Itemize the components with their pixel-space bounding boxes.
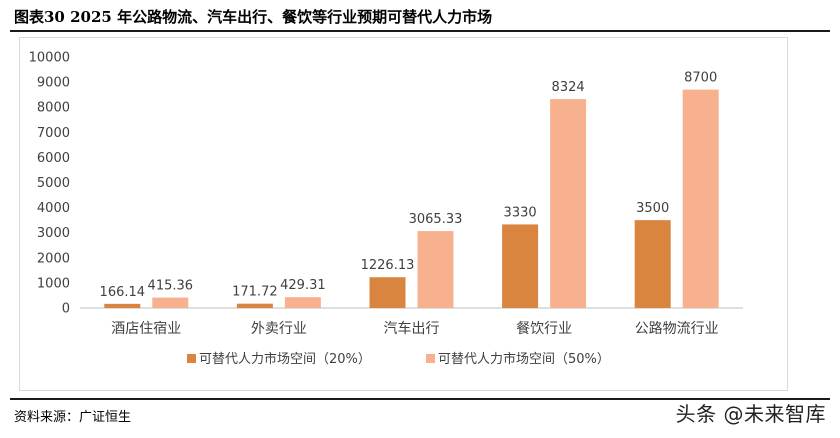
y-tick-label: 0 (62, 302, 70, 317)
category-label: 汽车出行 (384, 320, 440, 337)
category-label: 公路物流行业 (635, 321, 719, 337)
data-label: 415.36 (148, 279, 194, 294)
bar-series-50 (152, 297, 189, 308)
bar-series-20 (634, 220, 671, 308)
bar-series-50 (284, 297, 321, 308)
y-tick-label: 3000 (37, 226, 70, 241)
y-tick-label: 4000 (37, 201, 70, 216)
top-rule (10, 30, 830, 32)
data-label: 3330 (504, 205, 537, 220)
y-tick-label: 6000 (37, 151, 70, 166)
legend-swatch (426, 354, 435, 363)
category-label: 酒店住宿业 (111, 320, 181, 337)
source-note: 资料来源：广证恒生 (14, 410, 132, 425)
bar-series-50 (417, 231, 454, 308)
category-label: 外卖行业 (251, 321, 307, 337)
data-label: 3500 (636, 201, 669, 216)
data-label: 429.31 (280, 278, 326, 293)
watermark-text: 头条 @未来智库 (675, 402, 826, 426)
legend-label: 可替代人力市场空间（50%） (438, 351, 610, 367)
figure-title: 图表30 2025 年公路物流、汽车出行、餐饮等行业预期可替代人力市场 (14, 8, 493, 26)
legend-swatch (187, 354, 196, 363)
data-label: 8324 (552, 80, 585, 95)
bar-chart: 0 1000 2000 3000 4000 5000 6000 7000 8000 9000 100… (29, 51, 743, 367)
category-label: 餐饮行业 (516, 321, 572, 337)
bar-series-50 (550, 99, 587, 308)
bar-series-20 (502, 224, 539, 308)
y-tick-label: 2000 (37, 251, 70, 266)
legend-label: 可替代人力市场空间（20%） (199, 351, 371, 367)
data-label: 171.72 (232, 285, 278, 300)
data-label: 166.14 (100, 285, 146, 300)
data-label: 1226.13 (361, 258, 415, 273)
y-tick-label: 9000 (37, 76, 70, 91)
bar-series-50 (682, 89, 719, 308)
bottom-rule (10, 398, 830, 400)
chart-frame: 0 1000 2000 3000 4000 5000 6000 7000 8000 9000 100… (19, 37, 788, 391)
y-tick-label: 8000 (37, 101, 70, 116)
bar-series-20 (104, 303, 141, 308)
data-label: 8700 (684, 71, 717, 86)
y-tick-label: 7000 (37, 126, 70, 141)
y-tick-label: 5000 (37, 176, 70, 191)
data-label: 3065.33 (409, 212, 463, 227)
bar-series-20 (369, 277, 406, 308)
y-tick-label: 10000 (29, 51, 70, 66)
bar-series-20 (236, 303, 273, 308)
y-tick-label: 1000 (37, 276, 70, 291)
